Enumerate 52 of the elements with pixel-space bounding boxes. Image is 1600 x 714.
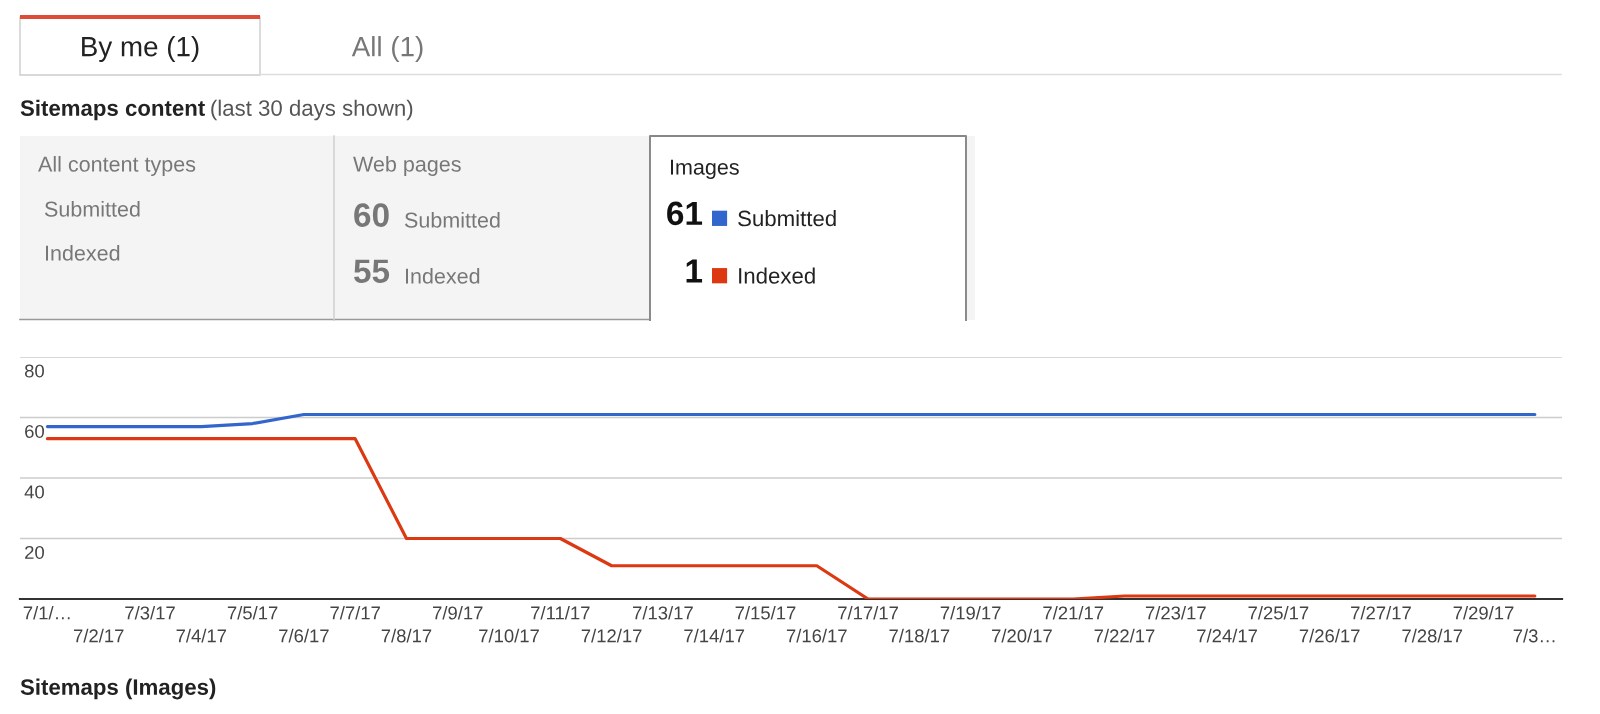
x-tick-label: 7/1/… <box>23 605 70 620</box>
text: By me (1) <box>82 36 199 62</box>
x-tick-label: 7/29/17 <box>1453 605 1514 620</box>
x-tick-label: 7/9/17 <box>433 605 483 620</box>
text: Images <box>670 159 739 180</box>
x-tick-label: 7/4/17 <box>176 628 227 643</box>
text: 55 <box>354 259 390 283</box>
x-tick-label: 7/2/17 <box>74 628 124 643</box>
y-tick-label: 80 <box>24 364 44 378</box>
x-tick-label: 7/10/17 <box>479 628 539 643</box>
x-tick-label: 7/13/17 <box>633 605 693 620</box>
x-tick-label: 7/22/17 <box>1094 628 1155 643</box>
x-tick-label: 7/15/17 <box>735 605 796 620</box>
y-tick-label: 20 <box>25 545 44 560</box>
x-tick-label: 7/5/17 <box>227 605 278 620</box>
x-tick-label: 7/19/17 <box>940 605 1001 620</box>
text: Indexed <box>45 244 120 261</box>
x-tick-label: 7/7/17 <box>330 605 380 620</box>
chart-title: Sitemaps content <box>20 99 205 121</box>
x-tick-label: 7/3… <box>1513 628 1555 643</box>
x-tick-label: 7/27/17 <box>1351 605 1411 620</box>
text: 61 <box>667 201 703 226</box>
x-tick-label: 7/6/17 <box>279 628 329 643</box>
x-tick-label: 7/11/17 <box>531 605 590 620</box>
text: Submitted <box>44 200 140 217</box>
legend-label: Submitted <box>738 210 836 227</box>
x-tick-label: 7/17/17 <box>838 605 898 620</box>
text: Web pages <box>353 155 461 177</box>
x-tick-label: 7/24/17 <box>1197 628 1257 643</box>
x-tick-label: 7/12/17 <box>581 628 642 643</box>
text: All content types <box>38 155 196 177</box>
y-tick-label: 40 <box>24 485 44 499</box>
text: Submitted <box>404 211 500 228</box>
text: 1 <box>686 259 703 283</box>
x-tick-label: 7/26/17 <box>1299 628 1360 643</box>
x-tick-label: 7/8/17 <box>381 628 432 643</box>
x-tick-label: 7/18/17 <box>889 628 950 643</box>
x-tick-label: 7/25/17 <box>1248 605 1309 620</box>
text: Indexed <box>405 267 480 284</box>
legend-label: Indexed <box>739 267 815 284</box>
x-tick-label: 7/3/17 <box>125 605 175 620</box>
x-tick-label: 7/28/17 <box>1402 628 1463 643</box>
text: 60 <box>354 203 389 227</box>
x-tick-label: 7/23/17 <box>1145 605 1206 620</box>
x-tick-label: 7/14/17 <box>684 628 745 643</box>
x-tick-label: 7/20/17 <box>992 628 1052 643</box>
text: Sitemaps (Images) <box>20 678 216 700</box>
y-tick-label: 60 <box>25 424 44 439</box>
text: All (1) <box>351 36 423 62</box>
chart-subtitle: (last 30 days shown) <box>211 99 413 121</box>
x-tick-label: 7/21/17 <box>1043 605 1104 620</box>
x-tick-label: 7/16/17 <box>786 628 847 643</box>
